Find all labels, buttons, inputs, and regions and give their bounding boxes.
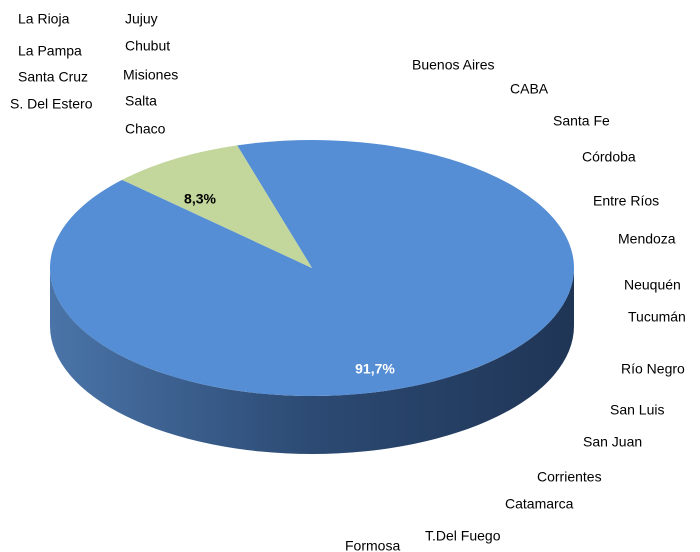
region-label: Santa Fe xyxy=(553,113,610,129)
region-label: Mendoza xyxy=(618,231,676,247)
region-label: Misiones xyxy=(123,67,178,83)
region-label: Río Negro xyxy=(621,361,685,377)
region-label: Chaco xyxy=(125,121,166,137)
region-label: Formosa xyxy=(345,538,400,552)
region-label: Corrientes xyxy=(537,469,602,485)
region-label: Santa Cruz xyxy=(18,69,88,85)
region-label: S. Del Estero xyxy=(10,96,93,112)
region-label: CABA xyxy=(510,81,549,97)
region-label: Jujuy xyxy=(125,11,158,27)
pie-side xyxy=(50,268,574,454)
region-label: La Pampa xyxy=(18,43,82,59)
region-label: La Rioja xyxy=(18,11,70,27)
pie-slice xyxy=(122,145,312,268)
region-label: Chubut xyxy=(125,38,170,54)
value-label: 91,7% xyxy=(355,361,395,377)
region-label: Entre Ríos xyxy=(593,193,659,209)
region-label: Catamarca xyxy=(505,496,574,512)
region-label: Córdoba xyxy=(582,149,636,165)
region-label: San Luis xyxy=(610,402,664,418)
region-label: San Juan xyxy=(583,434,642,450)
pie-slice xyxy=(49,140,575,396)
region-label: Buenos Aires xyxy=(412,57,495,73)
value-label: 8,3% xyxy=(184,191,216,207)
region-label: Salta xyxy=(125,93,157,109)
region-label: Neuquén xyxy=(624,277,681,293)
region-label: T.Del Fuego xyxy=(425,528,501,544)
region-label: Tucumán xyxy=(628,309,686,325)
